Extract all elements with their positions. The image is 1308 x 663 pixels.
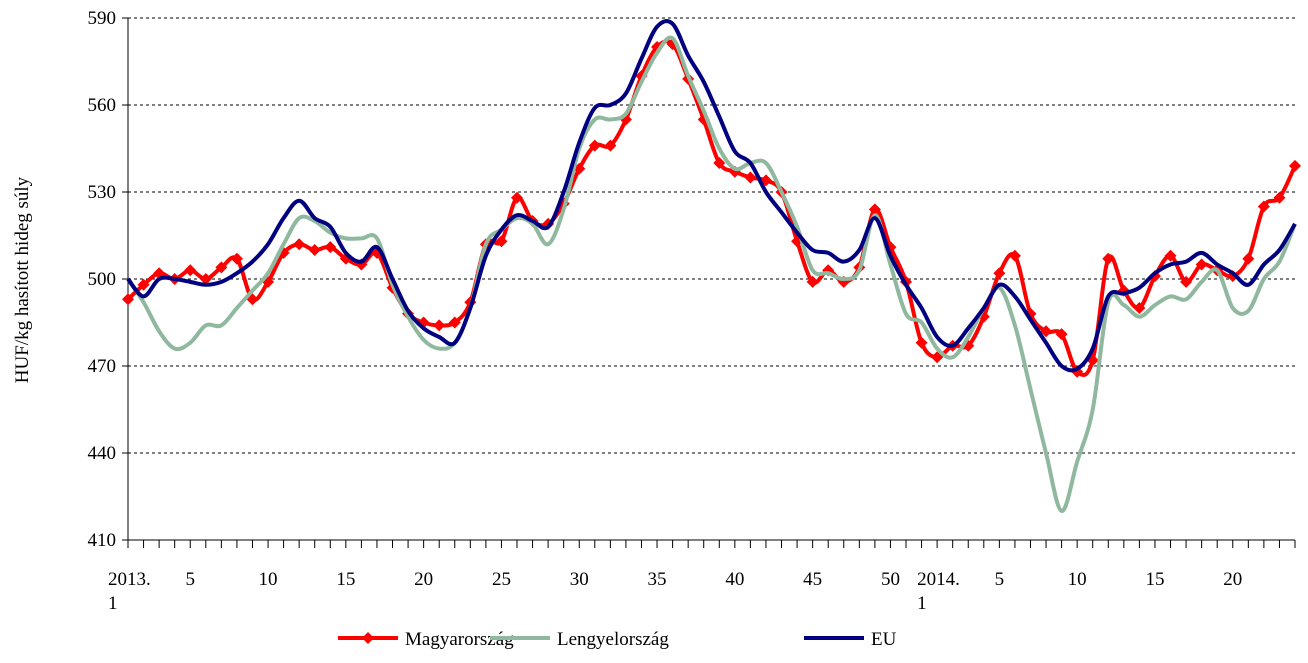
- series-line: [126, 19, 1297, 373]
- x-tick-label: 40: [725, 569, 744, 590]
- x-tick-label: 5: [995, 569, 1005, 590]
- point-marker: [1055, 328, 1068, 341]
- x-tick-label: 20: [414, 569, 433, 590]
- point-marker: [433, 319, 446, 332]
- point-marker: [495, 235, 508, 248]
- point-marker: [1195, 258, 1208, 271]
- y-tick-label: 410: [88, 530, 117, 551]
- point-marker: [137, 278, 150, 291]
- x-tick-label: 15: [336, 569, 355, 590]
- legend-label: Lengyelország: [557, 629, 669, 650]
- point-marker: [868, 203, 881, 216]
- point-marker: [339, 252, 352, 265]
- y-tick-label: 560: [88, 95, 117, 116]
- point-marker: [1008, 249, 1021, 262]
- x-tick-label: 45: [803, 569, 822, 590]
- legend-label: Magyarország: [405, 629, 514, 650]
- series-line: [126, 39, 1297, 377]
- point-marker: [308, 244, 321, 256]
- x-tick-label: 10: [1068, 569, 1087, 590]
- x-tick-label: 15: [1145, 569, 1164, 590]
- point-marker: [1273, 191, 1286, 204]
- point-marker: [1180, 275, 1193, 288]
- series-line: [126, 35, 1297, 514]
- x-tick-label: 2014. 1: [917, 569, 960, 614]
- point-marker: [993, 267, 1006, 280]
- y-axis-label: HUF/kg hasított hideg súly: [12, 176, 33, 383]
- point-marker: [1257, 200, 1270, 213]
- x-tick-label: 30: [570, 569, 589, 590]
- point-marker: [230, 252, 243, 265]
- point-marker: [215, 261, 228, 274]
- point-marker: [1242, 252, 1255, 265]
- x-tick-label: 5: [185, 569, 195, 590]
- point-marker: [324, 241, 337, 254]
- point-marker: [122, 293, 134, 306]
- legend-label: EU: [871, 629, 897, 650]
- x-tick-label: 35: [648, 569, 667, 590]
- x-tick-label: 25: [492, 569, 511, 590]
- point-marker: [1102, 252, 1115, 265]
- y-tick-label: 500: [88, 269, 117, 290]
- x-tick-label: 50: [881, 569, 900, 590]
- point-marker: [744, 171, 757, 184]
- point-marker: [604, 139, 617, 152]
- point-marker: [293, 238, 306, 251]
- point-marker: [588, 139, 601, 152]
- point-marker: [448, 316, 461, 329]
- x-tick-label: 10: [259, 569, 278, 590]
- point-marker: [1040, 325, 1053, 338]
- x-tick-label: 20: [1223, 569, 1242, 590]
- point-marker: [806, 275, 819, 288]
- point-marker: [1164, 249, 1177, 262]
- legend-marker: [362, 632, 374, 644]
- point-marker: [1133, 302, 1146, 314]
- point-marker: [1289, 159, 1301, 172]
- y-tick-label: 470: [88, 356, 117, 377]
- x-tick-label: 2013. 1: [108, 569, 151, 614]
- y-tick-label: 590: [88, 8, 117, 29]
- y-tick-label: 440: [88, 443, 117, 464]
- point-marker: [915, 336, 928, 349]
- point-marker: [511, 191, 523, 204]
- point-marker: [199, 273, 212, 285]
- point-marker: [184, 264, 197, 277]
- y-tick-label: 530: [88, 182, 117, 203]
- point-marker: [713, 157, 726, 169]
